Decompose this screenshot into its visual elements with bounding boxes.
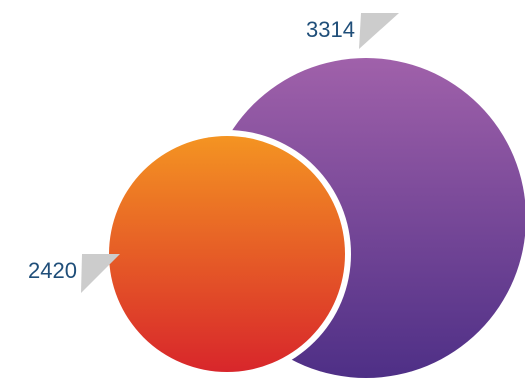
value-pointer-3314 [359, 13, 399, 49]
value-pointer-2420 [81, 254, 120, 293]
value-label-2420: 2420 [28, 258, 77, 283]
value-label-3314: 3314 [306, 17, 355, 42]
bubble-2420 [109, 136, 345, 372]
